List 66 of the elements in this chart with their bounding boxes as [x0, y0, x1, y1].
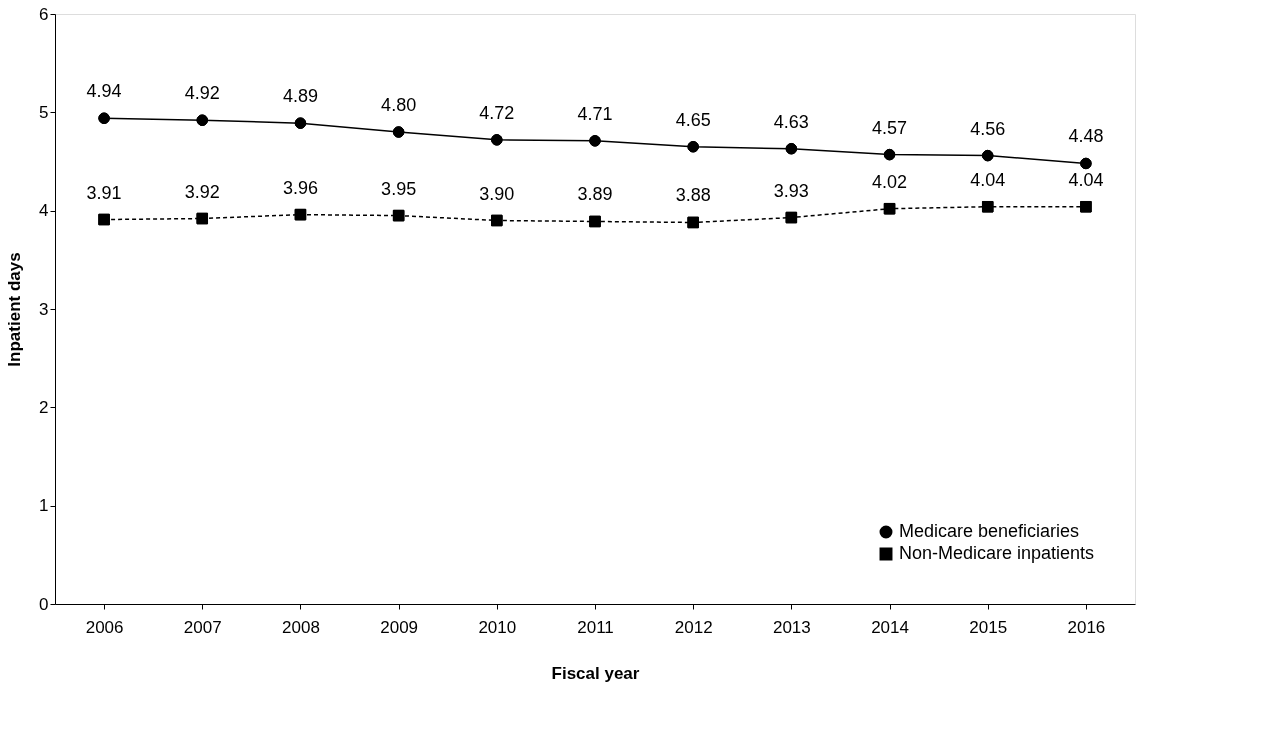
point [785, 142, 798, 155]
legend-label: Medicare beneficiaries [899, 521, 1080, 541]
data-label: 4.94 [86, 81, 122, 102]
point [196, 212, 209, 225]
point [883, 148, 896, 161]
data-label: 4.57 [872, 117, 908, 138]
y-tick-label: 1 [39, 496, 49, 516]
point [294, 117, 307, 129]
x-tick-label: 2015 [969, 617, 1008, 637]
point [98, 213, 110, 226]
data-label: 4.71 [577, 103, 613, 124]
point [98, 112, 110, 124]
point [883, 202, 896, 215]
data-label: 3.96 [282, 177, 318, 198]
data-label: 4.63 [773, 111, 809, 132]
point [687, 216, 699, 229]
x-tick-label: 2010 [478, 617, 517, 637]
x-tick-label: 2008 [282, 617, 320, 637]
point [1080, 200, 1092, 213]
y-axis-title: Inpatient days [5, 252, 25, 367]
point [491, 214, 503, 227]
data-label: 3.92 [184, 181, 220, 202]
y-tick-label: 2 [39, 397, 49, 417]
x-tick-label: 2011 [577, 617, 614, 637]
point [785, 211, 798, 224]
point [392, 126, 405, 138]
data-label: 4.02 [872, 171, 908, 192]
data-label: 3.91 [86, 182, 122, 203]
data-label: 4.80 [381, 95, 417, 115]
point [1080, 157, 1092, 170]
y-tick-label: 5 [39, 102, 49, 122]
point [589, 135, 601, 147]
y-tick-label: 6 [39, 4, 49, 24]
point [294, 208, 307, 221]
x-tick-label: 2009 [380, 617, 419, 637]
data-label: 4.89 [282, 86, 318, 107]
data-label: 4.04 [970, 169, 1006, 190]
y-tick-label: 4 [39, 201, 49, 221]
data-label: 3.93 [773, 180, 809, 201]
point [981, 149, 994, 162]
x-tick-label: 2012 [674, 617, 713, 637]
point [981, 200, 994, 213]
data-label: 3.89 [577, 184, 613, 205]
point [392, 209, 405, 222]
point [196, 114, 209, 126]
data-label: 4.65 [675, 109, 711, 130]
data-label: 4.56 [970, 118, 1006, 139]
data-label: 4.72 [479, 102, 515, 123]
x-axis-title: Fiscal year [551, 663, 640, 683]
x-tick-label: 2013 [772, 617, 811, 637]
data-label: 4.48 [1068, 126, 1104, 147]
data-label: 3.90 [479, 183, 515, 204]
legend-label: Non-Medicare inpatients [899, 543, 1095, 563]
data-label: 3.88 [675, 185, 711, 206]
data-label: 3.95 [381, 178, 417, 199]
data-label: 4.92 [184, 83, 220, 104]
data-label: 4.04 [1068, 169, 1104, 190]
point [589, 215, 601, 228]
y-tick-label: 3 [39, 299, 49, 319]
point [491, 134, 503, 146]
y-tick-label: 0 [39, 594, 49, 614]
point [687, 141, 699, 153]
x-tick-label: 2014 [871, 617, 909, 637]
x-tick-label: 2016 [1067, 617, 1106, 637]
x-tick-label: 2007 [183, 617, 222, 637]
x-tick-label: 2006 [85, 617, 124, 637]
